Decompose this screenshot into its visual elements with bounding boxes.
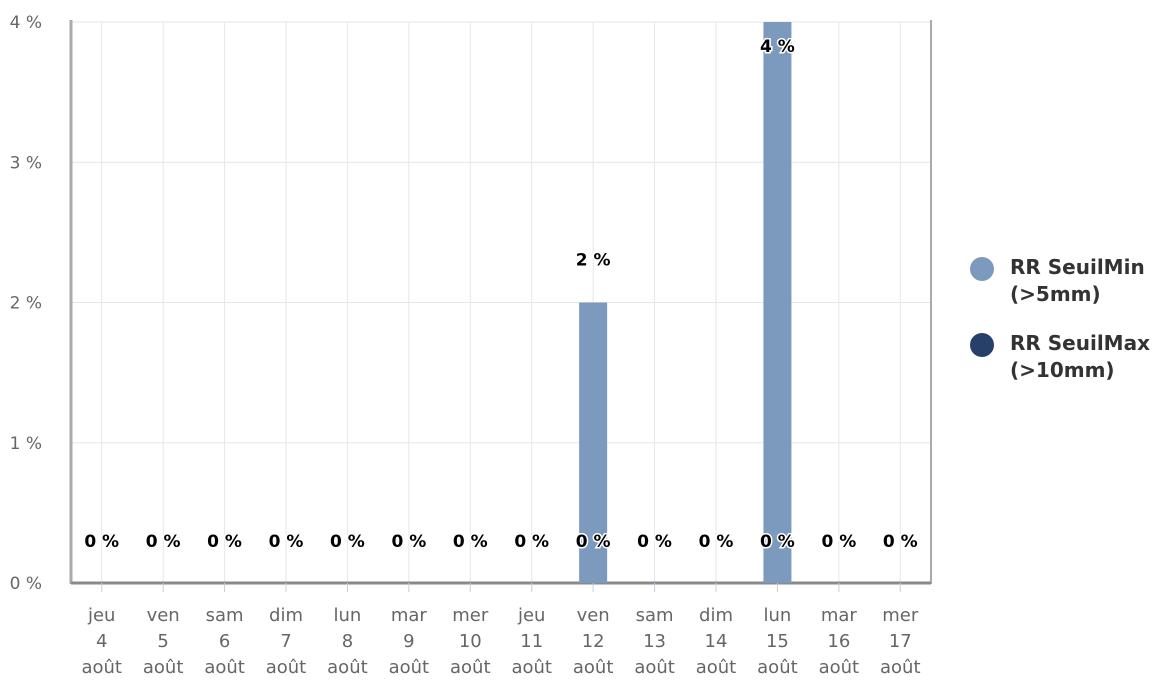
- legend-marker-seuilmin: [970, 257, 994, 281]
- x-tick-label: ven 5 août: [143, 605, 184, 678]
- legend-label-seuilmin-line2: (>5mm): [1010, 282, 1101, 306]
- x-tick-label: jeu 11 août: [511, 605, 552, 678]
- bar-seuilmin: [763, 22, 792, 583]
- x-tick-label: dim 7 août: [266, 605, 307, 678]
- x-tick-label-line: 5: [157, 631, 168, 652]
- legend-label-seuilmax-line2: (>10mm): [1010, 358, 1115, 382]
- data-label-seuilmax: 0 %: [883, 532, 918, 552]
- x-tick-label-line: mer: [452, 605, 489, 626]
- data-label-seuilmax: 0 %: [146, 532, 181, 552]
- x-tick-label: lun 15 août: [757, 605, 798, 678]
- x-tick-label-line: août: [389, 657, 430, 678]
- legend: RR SeuilMin (>5mm) RR SeuilMax (>10mm): [970, 254, 1160, 406]
- x-tick-label-line: août: [819, 657, 860, 678]
- x-tick-label-line: 11: [520, 631, 543, 652]
- x-tick-label-line: août: [81, 657, 122, 678]
- x-tick-label: mer 10 août: [450, 605, 491, 678]
- x-tick-label-line: lun: [764, 605, 792, 626]
- x-tick-label-line: dim: [269, 605, 303, 626]
- y-tick-label: 4 %: [10, 13, 42, 33]
- data-label-seuilmax: 0 %: [84, 532, 119, 552]
- x-tick-label-line: sam: [636, 605, 674, 626]
- x-tick-label-line: dim: [699, 605, 733, 626]
- x-tick-label: ven 12 août: [573, 605, 614, 678]
- data-label-seuilmax: 0 %: [207, 532, 242, 552]
- x-tick-label-line: 14: [705, 631, 728, 652]
- x-tick-label-line: 10: [459, 631, 482, 652]
- x-tick-label-line: août: [511, 657, 552, 678]
- x-tick-label-line: août: [573, 657, 614, 678]
- legend-item-seuilmax[interactable]: RR SeuilMax (>10mm): [970, 330, 1160, 384]
- x-tick-label-line: 9: [403, 631, 414, 652]
- y-tick-label: 0 %: [10, 574, 42, 594]
- x-tick-label: mer 17 août: [880, 605, 921, 678]
- x-tick-label-line: 15: [766, 631, 789, 652]
- legend-label-seuilmax-line1: RR SeuilMax: [1010, 331, 1150, 355]
- x-tick-label-line: août: [757, 657, 798, 678]
- x-tick-label-line: ven: [577, 605, 610, 626]
- x-tick-label-line: août: [143, 657, 184, 678]
- data-label-seuilmax: 0 %: [821, 532, 856, 552]
- data-label-seuilmax: 0 %: [269, 532, 304, 552]
- x-tick-label: lun 8 août: [327, 605, 368, 678]
- x-tick-label-line: 12: [582, 631, 605, 652]
- legend-label-seuilmin-line1: RR SeuilMin: [1010, 255, 1145, 279]
- x-tick-label: sam 13 août: [634, 605, 675, 678]
- data-label-seuilmax: 0 %: [637, 532, 672, 552]
- x-tick-label-line: août: [327, 657, 368, 678]
- x-tick-label-line: 16: [827, 631, 850, 652]
- x-tick-label: jeu 4 août: [81, 605, 122, 678]
- data-label-seuilmax: 0 %: [453, 532, 488, 552]
- legend-item-seuilmin[interactable]: RR SeuilMin (>5mm): [970, 254, 1160, 308]
- x-tick-label: mar 9 août: [389, 605, 430, 678]
- x-tick-label-line: 17: [889, 631, 912, 652]
- data-label-seuilmax: 0 %: [576, 532, 611, 552]
- x-tick-label-line: ven: [147, 605, 180, 626]
- x-tick-label-line: août: [204, 657, 245, 678]
- x-tick-label-line: août: [696, 657, 737, 678]
- data-label-seuilmax: 0 %: [330, 532, 365, 552]
- x-tick-label-line: mer: [882, 605, 919, 626]
- x-tick-label-line: août: [266, 657, 307, 678]
- x-tick-label-line: mar: [391, 605, 428, 626]
- x-tick-label: sam 6 août: [204, 605, 245, 678]
- x-tick-label-line: août: [880, 657, 921, 678]
- x-tick-label: dim 14 août: [696, 605, 737, 678]
- y-tick-label: 2 %: [10, 294, 42, 314]
- bar-seuilmin: [579, 302, 608, 583]
- data-label-seuilmin: 4 %: [760, 37, 795, 57]
- legend-marker-seuilmax: [970, 333, 994, 357]
- x-tick-label-line: jeu: [517, 605, 545, 626]
- x-tick-label-line: lun: [334, 605, 362, 626]
- data-label-seuilmax: 0 %: [514, 532, 549, 552]
- x-tick-label-line: 8: [342, 631, 353, 652]
- y-tick-label: 1 %: [10, 434, 42, 454]
- data-label-seuilmax: 0 %: [760, 532, 795, 552]
- x-tick-label-line: sam: [206, 605, 244, 626]
- x-tick-label-line: mar: [821, 605, 858, 626]
- x-tick-label-line: jeu: [87, 605, 115, 626]
- x-tick-label-line: 4: [96, 631, 107, 652]
- data-label-seuilmin: 2 %: [576, 251, 611, 271]
- data-label-seuilmax: 0 %: [699, 532, 734, 552]
- y-tick-label: 3 %: [10, 153, 42, 173]
- x-tick-label: mar 16 août: [819, 605, 860, 678]
- x-tick-label-line: août: [450, 657, 491, 678]
- x-tick-label-line: 7: [280, 631, 291, 652]
- data-label-seuilmax: 0 %: [391, 532, 426, 552]
- x-tick-label-line: 13: [643, 631, 666, 652]
- x-tick-label-line: août: [634, 657, 675, 678]
- x-tick-label-line: 6: [219, 631, 230, 652]
